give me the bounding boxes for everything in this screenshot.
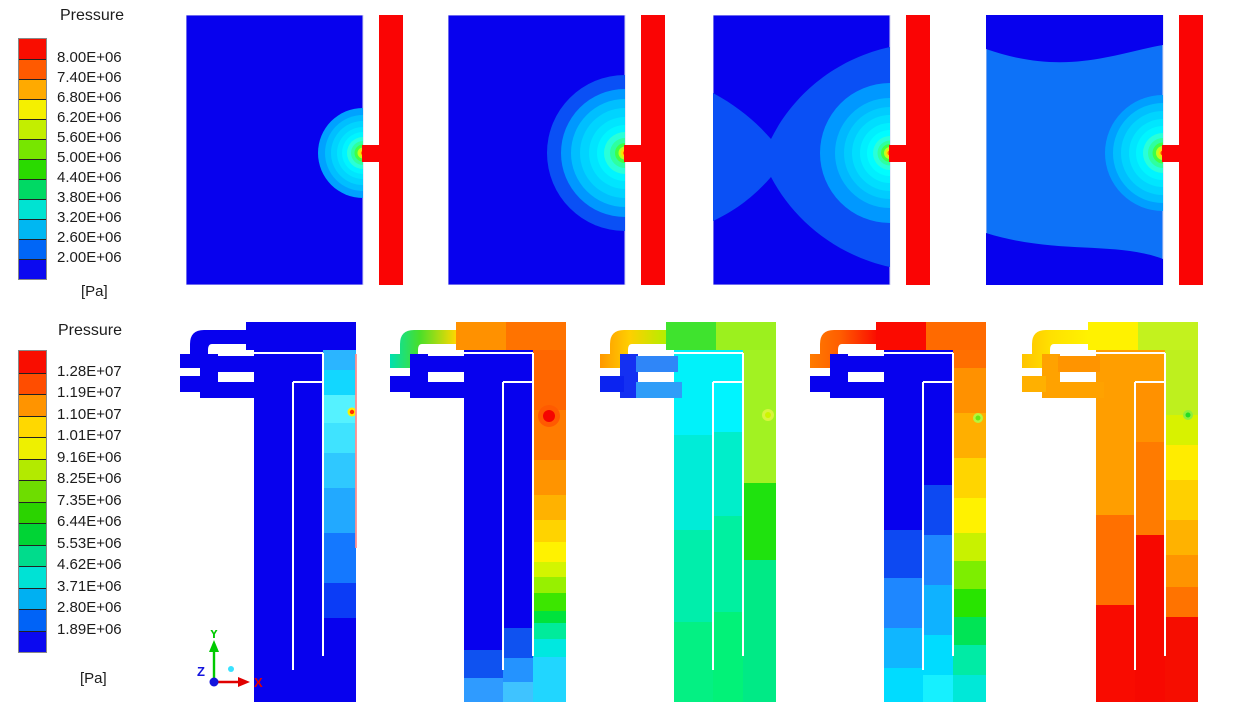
colorbar-segment (19, 199, 46, 219)
top-panel-3 (713, 15, 930, 285)
colorbar-segment (19, 139, 46, 159)
colorbar-segment (19, 587, 46, 609)
colorbar-segment (19, 351, 46, 373)
bottom-panel-2 (390, 322, 566, 702)
axis-label-x: X (254, 675, 263, 690)
colorbar-tick-label: 3.20E+06 (57, 209, 122, 226)
colorbar-segment (19, 458, 46, 480)
colorbar-segment (19, 219, 46, 239)
colorbar-tick-label: 8.00E+06 (57, 49, 122, 66)
colorbar-tick-label: 7.40E+06 (57, 69, 122, 86)
colorbar-segment (19, 259, 46, 279)
colorbar-segment (19, 39, 46, 59)
colorbar-tick-label: 5.60E+06 (57, 129, 122, 146)
colorbar (18, 350, 47, 653)
colorbar-segment (19, 523, 46, 545)
colorbar-segment (19, 544, 46, 566)
legend-unit: [Pa] (81, 283, 108, 300)
colorbar-segment (19, 394, 46, 416)
colorbar-tick-label: 1.89E+06 (57, 620, 122, 638)
top-panel-4 (986, 15, 1203, 285)
colorbar-tick-label: 1.10E+07 (57, 405, 122, 423)
colorbar-tick-label: 2.00E+06 (57, 249, 122, 266)
colorbar-segment (19, 239, 46, 259)
top-panel-2 (448, 15, 665, 285)
colorbar-tick-label: 5.53E+06 (57, 534, 122, 552)
colorbar-tick-label: 3.71E+06 (57, 577, 122, 595)
colorbar-segment (19, 480, 46, 502)
bottom-panel-4 (810, 322, 986, 702)
colorbar-segment (19, 159, 46, 179)
colorbar-segment (19, 99, 46, 119)
colorbar-tick-label: 6.20E+06 (57, 109, 122, 126)
colorbar-segment (19, 372, 46, 394)
axis-label-y: Y (210, 630, 219, 641)
colorbar-segment (19, 415, 46, 437)
pressure-legend-bottom: Pressure 1.28E+07 1.19E+07 1.10E+07 1.01E+0… (0, 0, 170, 703)
colorbar-tick-label: 6.80E+06 (57, 89, 122, 106)
bottom-panel-1 (180, 322, 357, 702)
colorbar-tick-label: 8.25E+06 (57, 470, 122, 487)
colorbar-segment (19, 566, 46, 588)
axis-triad-svg: Y X Z (197, 630, 263, 690)
colorbar-segment (19, 59, 46, 79)
colorbar-segment (19, 609, 46, 631)
colorbar-tick-label: 4.62E+06 (57, 556, 122, 573)
colorbar-tick-label: 1.19E+07 (57, 384, 122, 401)
legend-title: Pressure (58, 322, 123, 339)
colorbar-tick-label: 2.60E+06 (57, 229, 122, 246)
colorbar-segment (19, 179, 46, 199)
legend-unit: [Pa] (80, 670, 107, 687)
colorbar-segment (19, 437, 46, 459)
colorbar-segment (19, 630, 46, 652)
colorbar-tick-label: 3.80E+06 (57, 189, 122, 206)
colorbar-segment (19, 79, 46, 99)
colorbar-tick-label: 6.44E+06 (57, 513, 122, 530)
colorbar (18, 38, 47, 280)
colorbar-tick-label: 2.80E+06 (57, 599, 122, 616)
colorbar-tick-label: 1.01E+07 (57, 427, 122, 444)
colorbar-segment (19, 501, 46, 523)
top-panel-1 (186, 15, 403, 285)
colorbar-tick-label: 9.16E+06 (57, 448, 122, 466)
bottom-panel-5 (1022, 322, 1198, 702)
colorbar-tick-label: 7.35E+06 (57, 491, 122, 509)
colorbar-tick-label: 5.00E+06 (57, 149, 122, 166)
colorbar-segment (19, 119, 46, 139)
colorbar-tick-label: 4.40E+06 (57, 169, 122, 186)
colorbar-tick-label: 1.28E+07 (57, 362, 122, 380)
bottom-panel-3 (600, 322, 776, 702)
axis-label-z: Z (197, 664, 205, 679)
legend-title: Pressure (60, 7, 125, 24)
pressure-legend-top: Pressure 8.00E+06 7.40E+06 6.80E+06 6.20E+0… (0, 0, 170, 703)
